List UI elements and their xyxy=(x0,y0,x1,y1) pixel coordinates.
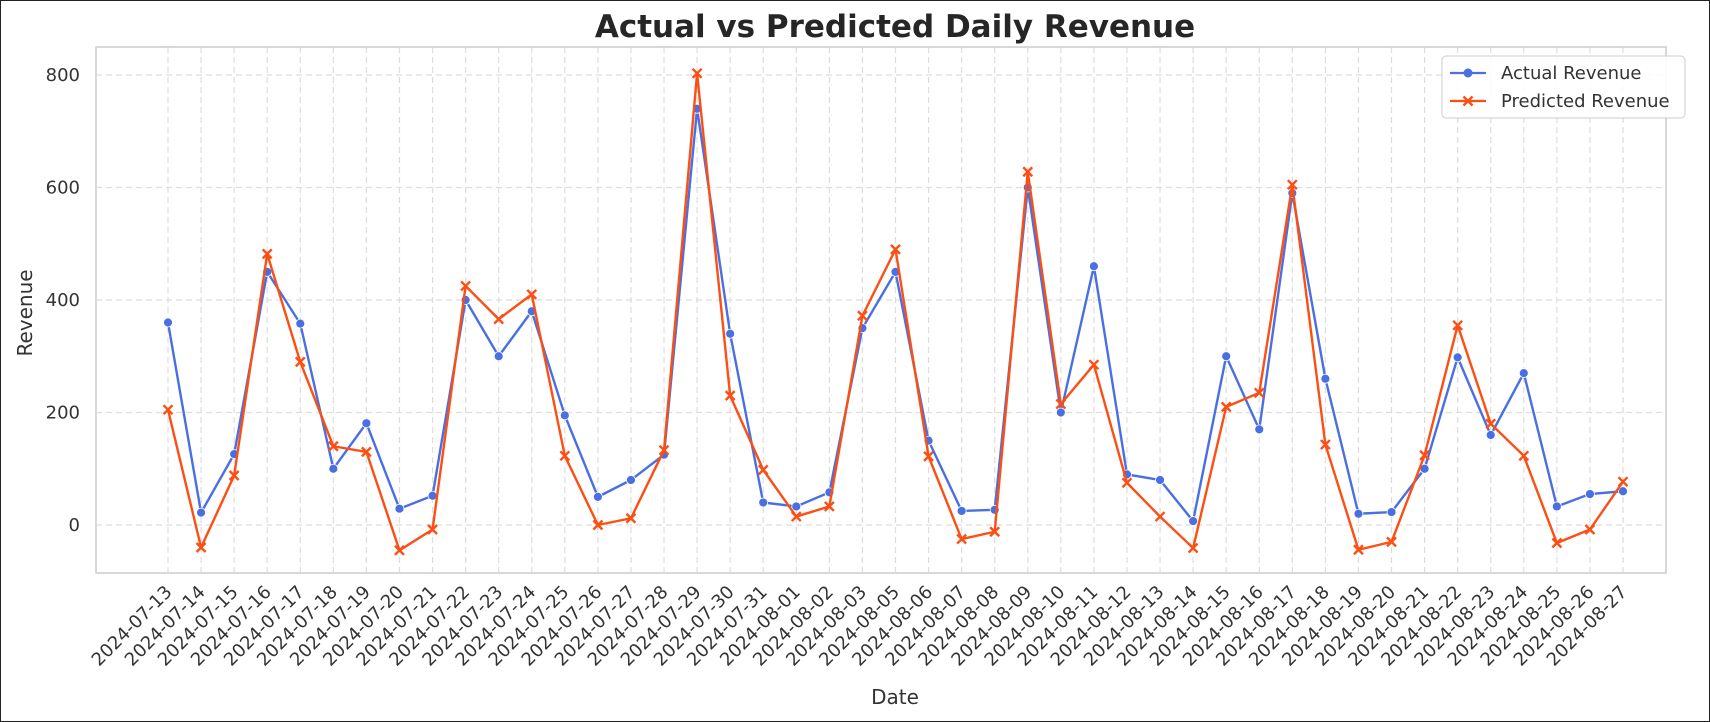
data-point xyxy=(493,313,505,325)
data-point xyxy=(857,310,868,322)
y-tick-label: 0 xyxy=(69,515,80,536)
legend-marker-predicted xyxy=(1462,95,1474,107)
legend-box xyxy=(1441,55,1686,119)
data-point xyxy=(1584,524,1596,535)
series-predicted xyxy=(162,67,1629,556)
data-point xyxy=(758,497,769,508)
data-point xyxy=(327,440,339,452)
data-point xyxy=(295,318,306,329)
data-point xyxy=(1452,319,1464,331)
data-point xyxy=(460,280,471,292)
data-point xyxy=(162,404,174,416)
grid-lines xyxy=(96,47,1666,573)
data-point xyxy=(791,501,802,512)
data-point xyxy=(1353,508,1364,519)
data-point xyxy=(559,450,571,462)
data-point xyxy=(261,248,273,260)
data-point xyxy=(1286,179,1298,191)
legend: Actual Revenue Predicted Revenue xyxy=(1441,55,1686,119)
data-point xyxy=(625,512,637,524)
data-point xyxy=(626,475,636,485)
data-point xyxy=(1551,537,1563,549)
data-point xyxy=(1386,536,1397,548)
data-point xyxy=(1452,352,1463,363)
series-actual xyxy=(163,103,1628,526)
data-point xyxy=(1518,450,1530,462)
y-tick-label: 200 xyxy=(46,403,80,424)
data-point xyxy=(1221,351,1232,362)
data-point xyxy=(691,67,703,79)
data-point xyxy=(592,491,603,502)
y-tick-label: 400 xyxy=(46,290,80,311)
data-point xyxy=(1485,430,1496,440)
data-point xyxy=(1419,449,1430,461)
series-layer xyxy=(162,67,1629,556)
data-point xyxy=(890,244,901,255)
legend-x-marker xyxy=(1462,95,1474,107)
data-point xyxy=(824,501,835,512)
data-point xyxy=(1187,542,1199,554)
data-point xyxy=(1353,544,1364,556)
data-point xyxy=(1188,516,1199,526)
data-point xyxy=(294,356,306,368)
data-point xyxy=(328,463,339,474)
data-point xyxy=(724,390,736,401)
data-point xyxy=(1485,418,1497,430)
data-point xyxy=(1088,359,1100,371)
chart-title: Actual vs Predicted Daily Revenue xyxy=(595,9,1195,45)
data-point xyxy=(1585,489,1595,499)
data-point xyxy=(559,410,570,421)
data-point xyxy=(1022,166,1034,178)
data-point xyxy=(956,506,967,516)
data-point xyxy=(1220,401,1232,413)
data-point xyxy=(1254,424,1265,435)
data-point xyxy=(1320,439,1331,450)
data-point xyxy=(493,351,504,362)
data-point xyxy=(1320,373,1331,384)
data-point xyxy=(658,444,670,456)
legend-label-predicted: Predicted Revenue xyxy=(1501,91,1670,112)
data-point xyxy=(757,464,769,476)
data-point xyxy=(1618,486,1628,497)
x-axis-label: Date xyxy=(871,685,919,709)
y-tick-label: 600 xyxy=(46,178,80,199)
data-point xyxy=(196,507,206,518)
data-point xyxy=(1551,501,1562,512)
data-point xyxy=(526,289,538,300)
x-axis: 2024-07-132024-07-142024-07-152024-07-16… xyxy=(88,582,1632,671)
data-point xyxy=(956,533,967,545)
data-point xyxy=(1055,407,1066,418)
data-point xyxy=(923,451,934,462)
data-point xyxy=(1518,368,1529,379)
legend-label-actual: Actual Revenue xyxy=(1501,63,1642,84)
data-point xyxy=(228,470,240,481)
data-point xyxy=(1617,476,1629,488)
data-point xyxy=(394,544,405,556)
data-point xyxy=(195,542,207,553)
data-point xyxy=(361,418,372,429)
data-point xyxy=(790,511,802,522)
data-point xyxy=(1055,398,1067,410)
data-point xyxy=(989,526,1001,538)
data-point xyxy=(361,446,372,458)
data-point xyxy=(1154,511,1166,522)
data-point xyxy=(1121,477,1133,489)
y-axis: 0 200 400 600 800 xyxy=(46,65,80,536)
data-point xyxy=(1386,507,1397,517)
data-point xyxy=(427,524,438,535)
data-point xyxy=(1253,387,1265,399)
data-point xyxy=(1089,261,1099,272)
data-point xyxy=(592,519,604,531)
data-point xyxy=(1155,475,1165,485)
data-point xyxy=(163,317,173,328)
y-tick-label: 800 xyxy=(46,65,80,86)
data-point xyxy=(725,328,736,339)
plot-area xyxy=(95,46,1667,574)
legend-marker-actual xyxy=(1463,68,1473,78)
data-point xyxy=(394,503,405,514)
y-axis-label: Revenue xyxy=(13,269,37,356)
